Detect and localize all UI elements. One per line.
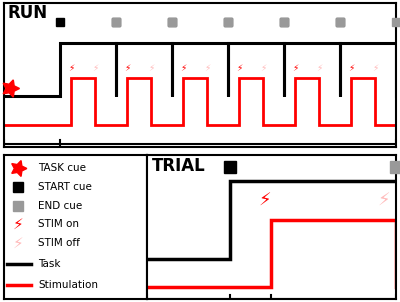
- Text: ⚡: ⚡: [13, 217, 24, 232]
- Text: ⚡: ⚡: [204, 64, 210, 73]
- Text: ⚡: ⚡: [148, 64, 154, 73]
- Text: ⚡: ⚡: [259, 192, 271, 210]
- Text: ⚡: ⚡: [377, 192, 390, 210]
- Text: 0s: 0s: [4, 155, 15, 165]
- Text: ⚡: ⚡: [292, 64, 298, 73]
- Text: ⚡: ⚡: [68, 64, 74, 73]
- Text: ⚡: ⚡: [260, 64, 266, 73]
- Text: ⚡: ⚡: [316, 64, 322, 73]
- Text: EXECUTION: EXECUTION: [194, 168, 262, 178]
- Text: ⚡: ⚡: [180, 64, 186, 73]
- Text: START cue: START cue: [38, 182, 92, 192]
- Text: TRIAL: TRIAL: [152, 157, 205, 175]
- Text: STIM on: STIM on: [38, 219, 79, 229]
- Text: Stimulation: Stimulation: [38, 280, 98, 290]
- Text: ⚡: ⚡: [124, 64, 130, 73]
- Text: REST: REST: [17, 168, 47, 178]
- Text: END cue: END cue: [38, 201, 82, 210]
- Text: ⚡: ⚡: [13, 236, 24, 250]
- Text: ⚡: ⚡: [372, 64, 378, 73]
- Text: STIM off: STIM off: [38, 238, 80, 248]
- Text: ⚡: ⚡: [92, 64, 98, 73]
- Text: TASK cue: TASK cue: [38, 163, 86, 173]
- Text: 4s: 4s: [54, 155, 66, 165]
- Text: ⚡: ⚡: [236, 64, 242, 73]
- Text: Task: Task: [38, 259, 61, 269]
- Text: RUN: RUN: [8, 5, 48, 22]
- Text: ⚡: ⚡: [348, 64, 354, 73]
- Text: 28s: 28s: [378, 155, 396, 165]
